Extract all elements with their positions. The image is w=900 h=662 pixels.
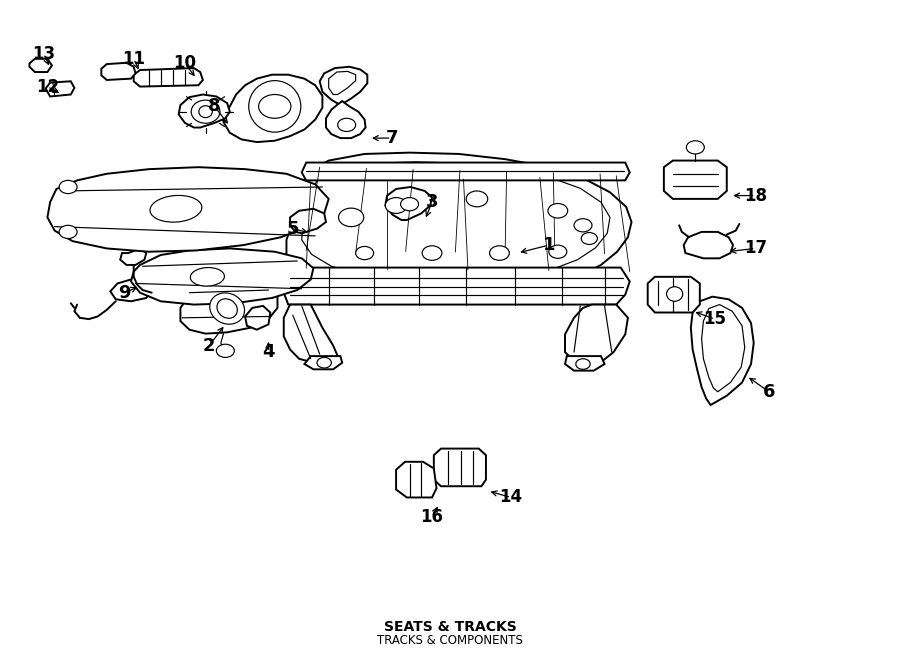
Polygon shape xyxy=(131,248,313,305)
Polygon shape xyxy=(290,209,326,233)
Polygon shape xyxy=(180,283,277,334)
Circle shape xyxy=(216,344,234,357)
Text: 1: 1 xyxy=(543,236,555,254)
Text: 10: 10 xyxy=(174,54,196,72)
Ellipse shape xyxy=(150,195,202,222)
Polygon shape xyxy=(385,187,432,220)
Polygon shape xyxy=(302,162,610,281)
Ellipse shape xyxy=(248,81,301,132)
Circle shape xyxy=(548,203,568,218)
Polygon shape xyxy=(648,277,700,312)
Circle shape xyxy=(317,357,331,368)
Text: 7: 7 xyxy=(385,129,398,147)
Ellipse shape xyxy=(190,267,224,286)
Circle shape xyxy=(385,197,407,213)
Polygon shape xyxy=(245,306,270,330)
Text: TRACKS & COMPONENTS: TRACKS & COMPONENTS xyxy=(377,634,523,647)
Text: 18: 18 xyxy=(744,187,767,205)
Polygon shape xyxy=(304,356,342,369)
Text: 13: 13 xyxy=(32,44,56,62)
Text: 6: 6 xyxy=(763,383,775,401)
Circle shape xyxy=(466,191,488,207)
Circle shape xyxy=(258,95,291,118)
Circle shape xyxy=(59,180,77,193)
Polygon shape xyxy=(284,305,338,363)
Polygon shape xyxy=(434,449,486,487)
Polygon shape xyxy=(691,297,753,405)
Polygon shape xyxy=(111,279,152,301)
Circle shape xyxy=(490,246,509,260)
Text: 8: 8 xyxy=(208,97,220,115)
Text: 16: 16 xyxy=(420,508,444,526)
Text: 3: 3 xyxy=(426,193,438,211)
Text: 17: 17 xyxy=(744,240,767,258)
Circle shape xyxy=(549,245,567,258)
Polygon shape xyxy=(565,305,628,364)
Polygon shape xyxy=(178,95,230,128)
Polygon shape xyxy=(684,232,734,258)
Ellipse shape xyxy=(217,299,238,318)
Polygon shape xyxy=(284,267,630,305)
Polygon shape xyxy=(102,63,136,80)
Polygon shape xyxy=(702,305,744,392)
Ellipse shape xyxy=(191,100,220,123)
Circle shape xyxy=(422,246,442,260)
Text: 11: 11 xyxy=(122,50,145,68)
Ellipse shape xyxy=(199,106,212,118)
Circle shape xyxy=(338,118,356,132)
Polygon shape xyxy=(664,161,727,199)
Polygon shape xyxy=(326,101,365,138)
Polygon shape xyxy=(121,248,147,265)
Text: 14: 14 xyxy=(500,489,523,506)
Ellipse shape xyxy=(210,293,245,324)
Text: 9: 9 xyxy=(119,284,131,302)
Text: SEATS & TRACKS: SEATS & TRACKS xyxy=(383,620,517,634)
Polygon shape xyxy=(134,68,202,87)
Circle shape xyxy=(581,232,598,244)
Circle shape xyxy=(400,197,418,211)
Text: 12: 12 xyxy=(36,77,59,95)
Text: 4: 4 xyxy=(262,343,274,361)
Polygon shape xyxy=(46,81,75,97)
Circle shape xyxy=(338,208,364,226)
Circle shape xyxy=(687,141,705,154)
Circle shape xyxy=(576,359,590,369)
Polygon shape xyxy=(328,71,356,95)
Text: 5: 5 xyxy=(286,220,299,238)
Circle shape xyxy=(356,246,373,260)
Polygon shape xyxy=(223,75,322,142)
Polygon shape xyxy=(396,462,436,497)
Circle shape xyxy=(59,225,77,238)
Polygon shape xyxy=(286,153,632,298)
Polygon shape xyxy=(302,163,630,180)
Polygon shape xyxy=(48,167,328,252)
Polygon shape xyxy=(30,59,52,72)
Text: 2: 2 xyxy=(202,336,215,355)
Circle shape xyxy=(574,218,592,232)
Polygon shape xyxy=(565,356,605,371)
Ellipse shape xyxy=(667,287,683,301)
Polygon shape xyxy=(320,67,367,105)
Text: 15: 15 xyxy=(704,310,726,328)
